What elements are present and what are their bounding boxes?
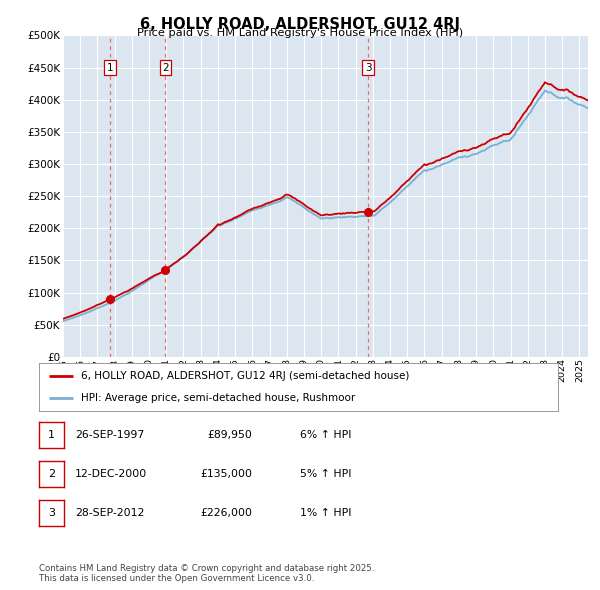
Text: £89,950: £89,950 (207, 431, 252, 440)
Text: 6% ↑ HPI: 6% ↑ HPI (300, 431, 352, 440)
Text: £226,000: £226,000 (200, 509, 252, 518)
Text: 28-SEP-2012: 28-SEP-2012 (75, 509, 145, 518)
Text: 12-DEC-2000: 12-DEC-2000 (75, 470, 147, 479)
Text: 6, HOLLY ROAD, ALDERSHOT, GU12 4RJ: 6, HOLLY ROAD, ALDERSHOT, GU12 4RJ (140, 17, 460, 31)
Text: 3: 3 (48, 509, 55, 518)
Text: £135,000: £135,000 (200, 470, 252, 479)
Text: 6, HOLLY ROAD, ALDERSHOT, GU12 4RJ (semi-detached house): 6, HOLLY ROAD, ALDERSHOT, GU12 4RJ (semi… (80, 371, 409, 381)
Text: Price paid vs. HM Land Registry's House Price Index (HPI): Price paid vs. HM Land Registry's House … (137, 28, 463, 38)
Text: 1: 1 (48, 431, 55, 440)
Text: 3: 3 (365, 63, 371, 73)
Text: 1% ↑ HPI: 1% ↑ HPI (300, 509, 352, 518)
Text: 1: 1 (107, 63, 113, 73)
Text: 5% ↑ HPI: 5% ↑ HPI (300, 470, 352, 479)
Text: 2: 2 (48, 470, 55, 479)
Text: 26-SEP-1997: 26-SEP-1997 (75, 431, 144, 440)
Text: HPI: Average price, semi-detached house, Rushmoor: HPI: Average price, semi-detached house,… (80, 393, 355, 403)
Text: 2: 2 (162, 63, 169, 73)
Text: Contains HM Land Registry data © Crown copyright and database right 2025.
This d: Contains HM Land Registry data © Crown c… (39, 563, 374, 583)
